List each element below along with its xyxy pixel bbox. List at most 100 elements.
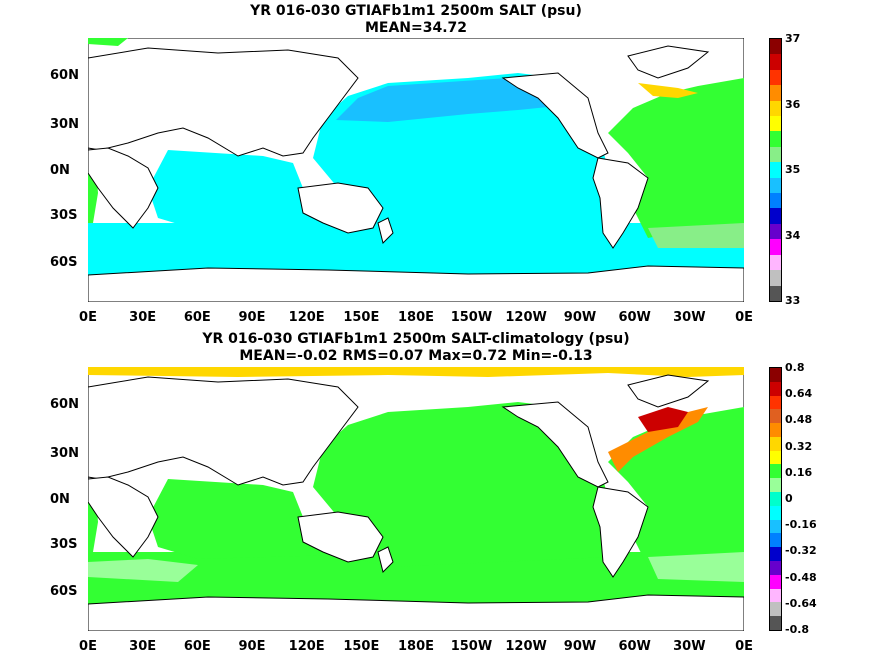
colorbar-label: 37 <box>785 32 801 45</box>
latitude-label: 30S <box>50 208 78 223</box>
colorbar-swatch <box>770 285 781 301</box>
bottom-anomaly-map <box>88 367 744 631</box>
longitude-label: 0E <box>735 310 753 325</box>
colorbar-label: 35 <box>785 163 801 176</box>
colorbar-swatch <box>770 85 781 101</box>
longitude-label: 0E <box>79 639 97 654</box>
top-map-mean: MEAN=34.72 <box>364 20 468 36</box>
colorbar-label: -0.64 <box>785 596 817 610</box>
colorbar-swatch <box>770 464 781 479</box>
longitude-label: 150W <box>450 639 493 654</box>
longitude-label: 60E <box>183 639 211 654</box>
longitude-label: 120W <box>505 310 547 325</box>
longitude-label: 150E <box>343 310 380 325</box>
atlantic-ocean <box>608 78 744 238</box>
colorbar-swatch <box>770 239 781 255</box>
colorbar-label: 33 <box>785 294 801 307</box>
latitude-label: 30N <box>50 117 79 132</box>
colorbar-label: 0.16 <box>785 465 813 479</box>
bottom-map-title: YR 016-030 GTIAFb1m1 2500m SALT-climatol… <box>202 331 630 347</box>
latitude-label: 60S <box>50 255 78 270</box>
colorbar-swatch <box>770 395 781 410</box>
latitude-label: 60N <box>50 68 79 83</box>
colorbar-swatch <box>770 574 781 589</box>
top-map-title: YR 016-030 GTIAFb1m1 2500m SALT (psu) <box>250 3 582 19</box>
anomaly-positive-region <box>638 407 688 432</box>
longitude-label: 180E <box>398 639 435 654</box>
top-salinity-map <box>88 38 744 302</box>
colorbar-swatch <box>770 519 781 534</box>
colorbar-label: -0.16 <box>785 518 817 532</box>
longitude-label: 30W <box>673 639 706 654</box>
colorbar-swatch <box>770 423 781 437</box>
longitude-label: 30E <box>129 639 157 654</box>
colorbar-swatch <box>770 254 781 271</box>
colorbar-label: -0.48 <box>785 570 817 584</box>
longitude-label: 0E <box>735 639 753 654</box>
colorbar-swatch <box>770 602 781 617</box>
longitude-label: 0E <box>79 310 97 325</box>
colorbar-swatch <box>770 560 781 575</box>
bottom-map-stats: MEAN=-0.02 RMS=0.07 Max=0.72 Min=-0.13 <box>239 348 593 364</box>
latitude-label: 0N <box>50 492 70 507</box>
north-pacific-region <box>336 78 558 122</box>
longitude-label: 120W <box>505 639 547 654</box>
bottom-colorbar <box>769 367 782 631</box>
colorbar-label: -0.8 <box>785 623 810 636</box>
colorbar-swatch <box>770 505 781 520</box>
colorbar-label: 0.8 <box>785 361 805 374</box>
colorbar-label: 0.48 <box>785 413 813 427</box>
colorbar-swatch <box>770 162 781 178</box>
colorbar-swatch <box>770 616 781 630</box>
longitude-label: 30W <box>673 310 706 325</box>
longitude-label: 60W <box>618 639 651 654</box>
colorbar-swatch <box>770 54 781 70</box>
latitude-label: 30S <box>50 537 78 552</box>
colorbar-swatch <box>770 177 781 194</box>
longitude-label: 120E <box>288 310 325 325</box>
colorbar-label: 34 <box>785 228 801 242</box>
longitude-label: 90E <box>238 310 266 325</box>
continents <box>88 45 710 249</box>
colorbar-swatch <box>770 193 781 209</box>
longitude-label: 150E <box>343 639 380 654</box>
colorbar-swatch <box>770 223 781 240</box>
colorbar-swatch <box>770 270 781 286</box>
colorbar-swatch <box>770 69 781 86</box>
colorbar-swatch <box>770 100 781 117</box>
colorbar-swatch <box>770 368 781 382</box>
colorbar-swatch <box>770 146 781 163</box>
longitude-label: 150W <box>450 310 493 325</box>
colorbar-label: 0.32 <box>785 439 813 453</box>
colorbar-swatch <box>770 533 781 548</box>
colorbar-swatch <box>770 588 781 603</box>
longitude-label: 60E <box>183 310 211 325</box>
colorbar-swatch <box>770 409 781 424</box>
colorbar-label: -0.32 <box>785 544 817 558</box>
colorbar-swatch <box>770 39 781 55</box>
indian-ocean <box>148 150 338 230</box>
longitude-label: 60W <box>618 310 651 325</box>
longitude-label: 90W <box>563 639 597 654</box>
colorbar-swatch <box>770 436 781 451</box>
colorbar-label: 0 <box>785 492 793 505</box>
longitude-label: 90W <box>563 310 597 325</box>
colorbar-swatch <box>770 131 781 147</box>
longitude-label: 90E <box>238 639 266 654</box>
colorbar-swatch <box>770 116 781 132</box>
latitude-label: 0N <box>50 163 70 178</box>
colorbar-swatch <box>770 547 781 561</box>
top-colorbar <box>769 38 782 302</box>
latitude-label: 60N <box>50 397 79 412</box>
colorbar-label: 0.64 <box>785 387 813 401</box>
latitude-label: 60S <box>50 584 78 599</box>
longitude-label: 120E <box>288 639 325 654</box>
latitude-label: 30N <box>50 446 79 461</box>
colorbar-swatch <box>770 492 781 506</box>
colorbar-swatch <box>770 208 781 224</box>
colorbar-swatch <box>770 381 781 396</box>
longitude-label: 30E <box>129 310 157 325</box>
longitude-label: 180E <box>398 310 435 325</box>
colorbar-swatch <box>770 478 781 493</box>
colorbar-label: 36 <box>785 97 801 111</box>
